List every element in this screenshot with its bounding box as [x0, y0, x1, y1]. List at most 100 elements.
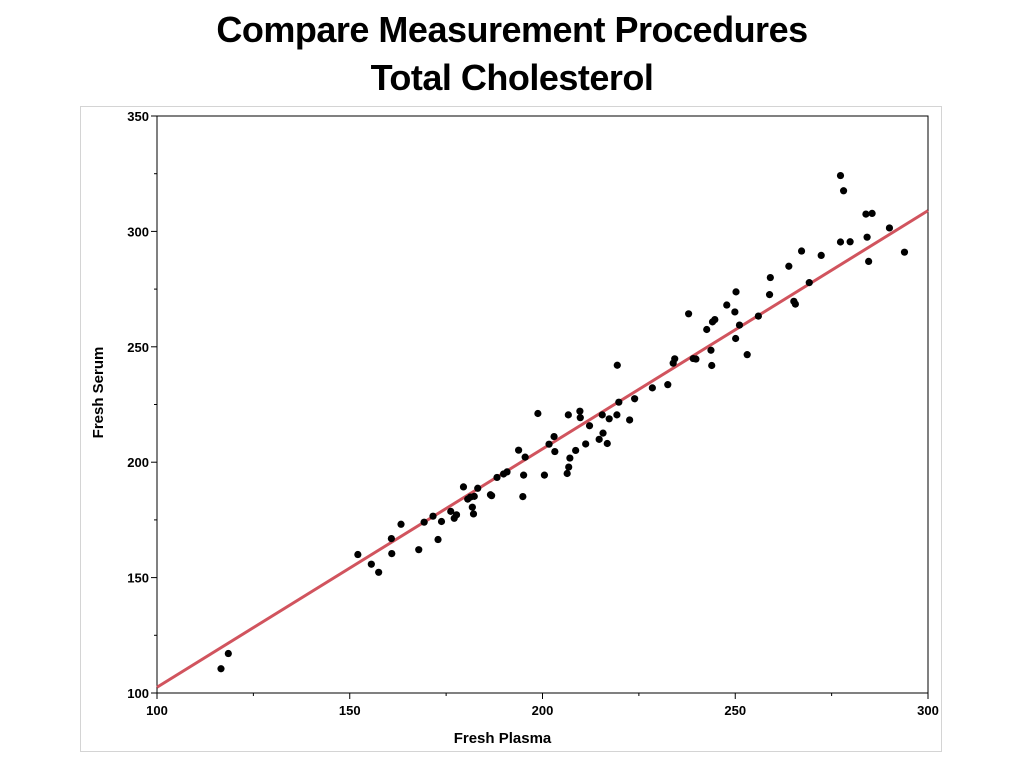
x-tick-label: 300: [917, 703, 939, 718]
data-point: [723, 301, 731, 309]
data-point: [514, 446, 523, 454]
data-point: [545, 440, 553, 448]
data-point: [711, 315, 719, 324]
data-point: [885, 224, 894, 232]
data-point: [564, 411, 572, 419]
data-point: [743, 351, 751, 359]
data-point: [868, 209, 876, 217]
data-point: [765, 291, 774, 299]
data-point: [572, 446, 580, 455]
y-tick-label: 300: [127, 224, 149, 239]
data-point: [388, 549, 396, 558]
data-point: [452, 511, 461, 519]
data-point: [613, 411, 621, 419]
data-point: [615, 398, 623, 406]
data-point: [797, 247, 806, 255]
data-point: [846, 238, 854, 246]
data-point: [631, 395, 639, 403]
data-point: [434, 535, 442, 544]
data-point: [731, 308, 739, 316]
data-point: [585, 422, 594, 430]
data-point: [839, 187, 848, 195]
data-point: [576, 407, 584, 415]
data-point: [863, 233, 871, 241]
data-point: [605, 415, 613, 423]
slide-title-line1: Compare Measurement Procedures: [216, 9, 808, 50]
y-tick-label: 150: [127, 571, 149, 586]
data-point: [459, 483, 468, 491]
slide-title-line2: Total Cholesterol: [370, 57, 654, 98]
data-point: [397, 520, 405, 528]
data-point: [603, 439, 611, 448]
y-tick-label: 200: [127, 455, 149, 470]
data-point: [468, 503, 476, 511]
data-point: [224, 649, 232, 658]
data-point: [387, 534, 395, 543]
data-point: [692, 355, 700, 363]
axis-ticks: [151, 115, 929, 699]
data-point: [354, 550, 362, 559]
data-point: [785, 262, 793, 270]
data-point: [599, 429, 607, 437]
data-point: [420, 518, 428, 526]
data-point: [520, 471, 528, 479]
x-axis-label: Fresh Plasma: [454, 730, 552, 747]
data-point: [732, 334, 740, 343]
data-point: [415, 546, 423, 554]
data-point: [521, 453, 529, 461]
data-point: [754, 312, 762, 320]
data-point: [375, 568, 383, 576]
data-point: [582, 440, 590, 448]
data-point: [534, 409, 542, 418]
data-point: [566, 454, 574, 462]
data-point: [493, 473, 501, 482]
data-point: [367, 560, 375, 568]
x-tick-label: 150: [339, 703, 361, 718]
data-point: [703, 325, 711, 334]
data-point: [671, 355, 679, 363]
data-point: [437, 517, 446, 526]
fit-line-group: [156, 209, 929, 689]
data-point: [550, 432, 558, 441]
data-point: [519, 492, 527, 501]
data-point: [865, 257, 873, 266]
data-point: [836, 171, 845, 180]
data-point: [732, 288, 740, 296]
data-point: [708, 361, 716, 370]
y-tick-label: 100: [127, 686, 149, 701]
data-point: [474, 484, 482, 492]
data-point: [791, 300, 799, 308]
data-point: [470, 492, 478, 500]
x-tick-label: 250: [724, 703, 746, 718]
tick-labels: 100 150 200 250 300 100 150 200 250 300 350: [127, 109, 939, 718]
data-point: [626, 416, 634, 424]
x-tick-label: 100: [146, 703, 168, 718]
data-point: [648, 384, 656, 392]
scatter-chart: 100 150 200 250 300 100 150 200 250 300 350 Fresh …: [90, 109, 939, 747]
data-point: [805, 279, 813, 287]
x-tick-label: 200: [532, 703, 554, 718]
y-tick-label: 250: [127, 340, 149, 355]
chart-frame: 100 150 200 250 300 100 150 200 250 300 350 Fresh …: [80, 106, 942, 752]
data-point: [429, 512, 437, 520]
data-point: [735, 321, 744, 329]
data-point: [217, 665, 225, 673]
data-point: [565, 463, 573, 471]
data-point: [469, 510, 478, 518]
regression-line: [156, 209, 929, 689]
plot-area: [156, 115, 929, 694]
data-point: [766, 273, 774, 282]
data-point: [862, 210, 870, 218]
data-point: [664, 381, 672, 389]
data-point: [598, 411, 606, 419]
y-tick-label: 350: [127, 109, 149, 124]
data-point: [551, 447, 559, 456]
data-point: [503, 468, 511, 476]
data-point: [488, 492, 496, 500]
data-point: [540, 471, 549, 479]
y-axis-label: Fresh Serum: [90, 347, 107, 439]
data-point: [595, 435, 603, 443]
data-point: [576, 414, 584, 422]
data-point: [900, 248, 909, 256]
data-point: [563, 469, 571, 478]
